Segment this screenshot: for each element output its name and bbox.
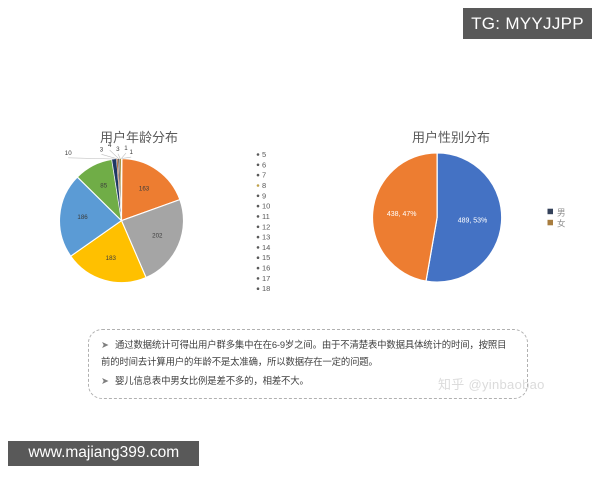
svg-text:女: 女 [557, 219, 566, 229]
svg-text:183: 183 [106, 255, 117, 262]
svg-text:85: 85 [100, 183, 107, 190]
svg-text:3: 3 [116, 146, 120, 153]
svg-text:12: 12 [262, 222, 270, 231]
svg-text:1: 1 [129, 149, 133, 156]
svg-text:9: 9 [262, 191, 266, 200]
svg-text:438, 47%: 438, 47% [387, 211, 417, 218]
svg-text:3: 3 [100, 146, 104, 153]
svg-text:13: 13 [262, 233, 270, 242]
svg-text:11: 11 [262, 212, 270, 221]
svg-text:489, 53%: 489, 53% [458, 217, 488, 224]
svg-text:186: 186 [77, 214, 88, 221]
svg-text:14: 14 [262, 243, 270, 252]
svg-text:17: 17 [262, 274, 270, 283]
svg-text:10: 10 [262, 202, 270, 211]
svg-text:男: 男 [557, 208, 566, 218]
svg-text:8: 8 [262, 181, 266, 190]
svg-text:163: 163 [139, 185, 150, 192]
svg-text:18: 18 [262, 284, 270, 293]
svg-text:1: 1 [124, 145, 128, 152]
svg-text:15: 15 [262, 253, 270, 262]
svg-text:7: 7 [262, 171, 266, 180]
svg-text:202: 202 [152, 233, 163, 240]
svg-text:5: 5 [262, 150, 266, 159]
svg-text:16: 16 [262, 264, 270, 273]
svg-text:6: 6 [262, 160, 266, 169]
svg-text:10: 10 [65, 150, 72, 157]
